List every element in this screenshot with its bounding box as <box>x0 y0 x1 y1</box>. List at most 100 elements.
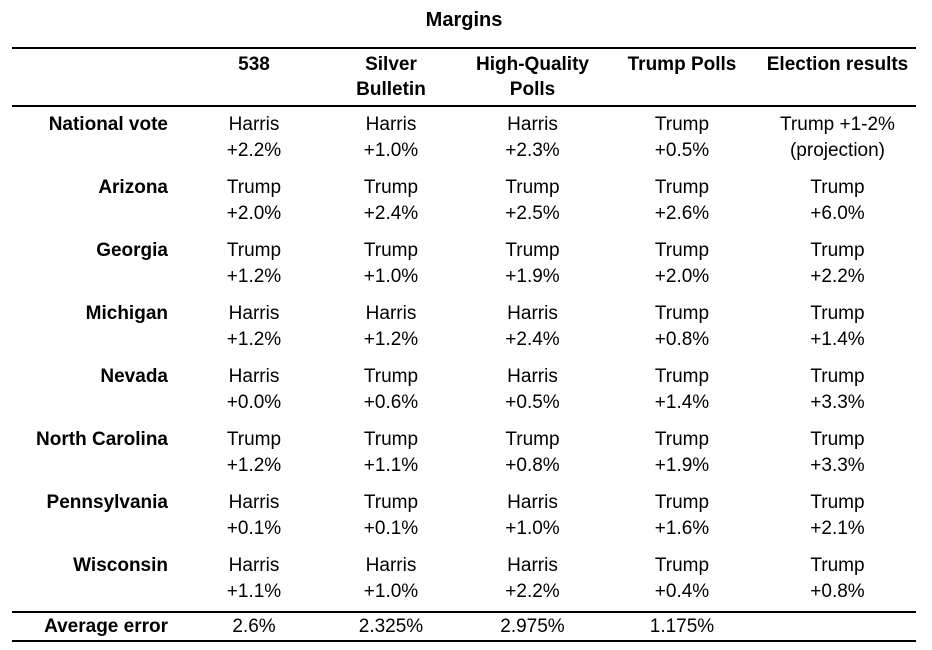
cell-margin-text: +2.5% <box>505 203 560 224</box>
margin-cell-silver-bulletin: Harris +1.0% <box>322 548 460 612</box>
cell-margin-text: +2.2% <box>810 266 865 287</box>
margin-cell-election-results: Trump +2.2% <box>759 233 916 296</box>
cell-margin-text: +0.8% <box>505 455 560 476</box>
cell-leader-text: Trump <box>363 492 419 513</box>
cell-leader-text: Harris <box>507 366 558 387</box>
table-row: Wisconsin Harris +1.1% Harris +1.0% Harris +2.… <box>12 548 916 612</box>
cell-margin-text: +1.2% <box>226 329 282 350</box>
cell-margin-text: +1.1% <box>226 581 282 602</box>
margin-cell-election-results: Trump +3.3% <box>759 359 916 422</box>
margin-cell-election-results: Trump +1-2% (projection) <box>759 106 916 170</box>
average-error-trump-polls: 1.175% <box>605 611 759 642</box>
cell-leader-text: Trump <box>810 492 865 513</box>
cell-margin-text: +1.9% <box>654 455 710 476</box>
cell-margin-text: +2.0% <box>226 203 282 224</box>
cell-margin-text: +2.0% <box>654 266 710 287</box>
header-empty-cell <box>12 47 186 107</box>
margin-cell-high-quality-polls: Harris +2.2% <box>460 548 605 612</box>
margin-cell-high-quality-polls: Trump +0.8% <box>460 422 605 485</box>
cell-leader-text: Trump <box>226 177 282 198</box>
margin-cell-silver-bulletin: Trump +0.6% <box>322 359 460 422</box>
cell-leader-text: Trump <box>810 429 865 450</box>
cell-margin-text: +2.3% <box>505 140 560 161</box>
cell-leader-text: Harris <box>507 114 558 135</box>
margin-cell-trump-polls: Trump +1.6% <box>605 485 759 548</box>
row-label: National vote <box>48 114 168 135</box>
cell-margin-text: +6.0% <box>810 203 865 224</box>
average-error-label: Average error <box>12 611 186 642</box>
cell-margin-text: +1.9% <box>505 266 560 287</box>
margin-cell-election-results: Trump +2.1% <box>759 485 916 548</box>
row-label: Nevada <box>100 366 168 387</box>
cell-margin-text: +0.8% <box>810 581 865 602</box>
cell-leader-text: Trump +1-2% <box>780 114 895 135</box>
table-body: National vote Harris +2.2% Harris +1.0% Harri… <box>12 106 916 612</box>
table-row: Michigan Harris +1.2% Harris +1.2% Harris +2.4… <box>12 296 916 359</box>
header-election-results: Election results <box>759 47 916 107</box>
table-row: Nevada Harris +0.0% Trump +0.6% Harris +0.5% Tr… <box>12 359 916 422</box>
cell-leader-text: Trump <box>654 366 710 387</box>
cell-leader-text: Harris <box>228 366 280 387</box>
cell-margin-text: +1.0% <box>363 266 419 287</box>
cell-leader-text: Trump <box>654 492 710 513</box>
margin-cell-silver-bulletin: Harris +1.2% <box>322 296 460 359</box>
row-label: Wisconsin <box>73 555 168 576</box>
margin-cell-silver-bulletin: Trump +1.0% <box>322 233 460 296</box>
cell-margin-text: +2.2% <box>226 140 282 161</box>
cell-leader-text: Trump <box>505 429 560 450</box>
margin-cell-high-quality-polls: Harris +1.0% <box>460 485 605 548</box>
header-silver-bulletin: Silver Bulletin <box>322 47 460 107</box>
margin-cell-trump-polls: Trump +1.4% <box>605 359 759 422</box>
margin-cell-high-quality-polls: Trump +1.9% <box>460 233 605 296</box>
cell-margin-text: +2.4% <box>505 329 560 350</box>
cell-margin-text: +1.6% <box>654 518 710 539</box>
margin-cell-trump-polls: Trump +1.9% <box>605 422 759 485</box>
cell-margin-text: +1.1% <box>363 455 419 476</box>
table-row: Pennsylvania Harris +0.1% Trump +0.1% Harris +… <box>12 485 916 548</box>
cell-leader-text: Harris <box>228 492 280 513</box>
cell-margin-text: +1.0% <box>363 581 419 602</box>
cell-leader-text: Trump <box>363 366 419 387</box>
cell-margin-text: +2.1% <box>810 518 865 539</box>
row-label: Georgia <box>96 240 168 261</box>
cell-margin-text: +2.4% <box>363 203 419 224</box>
cell-margin-text: +1.4% <box>810 329 865 350</box>
cell-margin-text: +3.3% <box>810 392 865 413</box>
margin-cell-election-results: Trump +3.3% <box>759 422 916 485</box>
cell-leader-text: Trump <box>505 177 560 198</box>
margin-cell-538: Harris +2.2% <box>186 106 322 170</box>
cell-leader-text: Trump <box>505 240 560 261</box>
margin-cell-silver-bulletin: Harris +1.0% <box>322 106 460 170</box>
cell-leader-text: Harris <box>228 555 280 576</box>
cell-leader-text: Trump <box>363 177 419 198</box>
header-538: 538 <box>186 47 322 107</box>
margin-cell-538: Harris +0.1% <box>186 485 322 548</box>
margin-cell-trump-polls: Trump +0.4% <box>605 548 759 612</box>
margin-cell-trump-polls: Trump +2.0% <box>605 233 759 296</box>
cell-margin-text: +0.5% <box>505 392 560 413</box>
average-error-538: 2.6% <box>186 611 322 642</box>
row-label: Arizona <box>98 177 168 198</box>
cell-leader-text: Trump <box>810 366 865 387</box>
header-high-quality-polls: High-Quality Polls <box>460 47 605 107</box>
row-label: Pennsylvania <box>46 492 168 513</box>
row-label: Michigan <box>85 303 168 324</box>
table-row: North Carolina Trump +1.2% Trump +1.1% Trump +… <box>12 422 916 485</box>
margin-cell-silver-bulletin: Trump +2.4% <box>322 170 460 233</box>
average-error-row: Average error 2.6% 2.325% 2.975% 1.175% <box>12 611 916 642</box>
cell-leader-text: Trump <box>654 177 710 198</box>
header-row: 538 Silver Bulletin High-Quality Polls T… <box>12 47 916 107</box>
cell-margin-text: +0.4% <box>654 581 710 602</box>
cell-margin-text: +1.0% <box>363 140 419 161</box>
margin-cell-high-quality-polls: Harris +2.3% <box>460 106 605 170</box>
average-error-high-quality-polls: 2.975% <box>460 611 605 642</box>
cell-leader-text: Harris <box>507 303 558 324</box>
cell-leader-text: Trump <box>654 429 710 450</box>
cell-leader-text: Trump <box>654 114 710 135</box>
cell-margin-text: +1.4% <box>654 392 710 413</box>
cell-margin-text: +2.2% <box>505 581 560 602</box>
table-title: Margins <box>425 9 503 31</box>
cell-margin-text: +3.3% <box>810 455 865 476</box>
cell-leader-text: Trump <box>654 303 710 324</box>
margin-cell-538: Harris +1.1% <box>186 548 322 612</box>
